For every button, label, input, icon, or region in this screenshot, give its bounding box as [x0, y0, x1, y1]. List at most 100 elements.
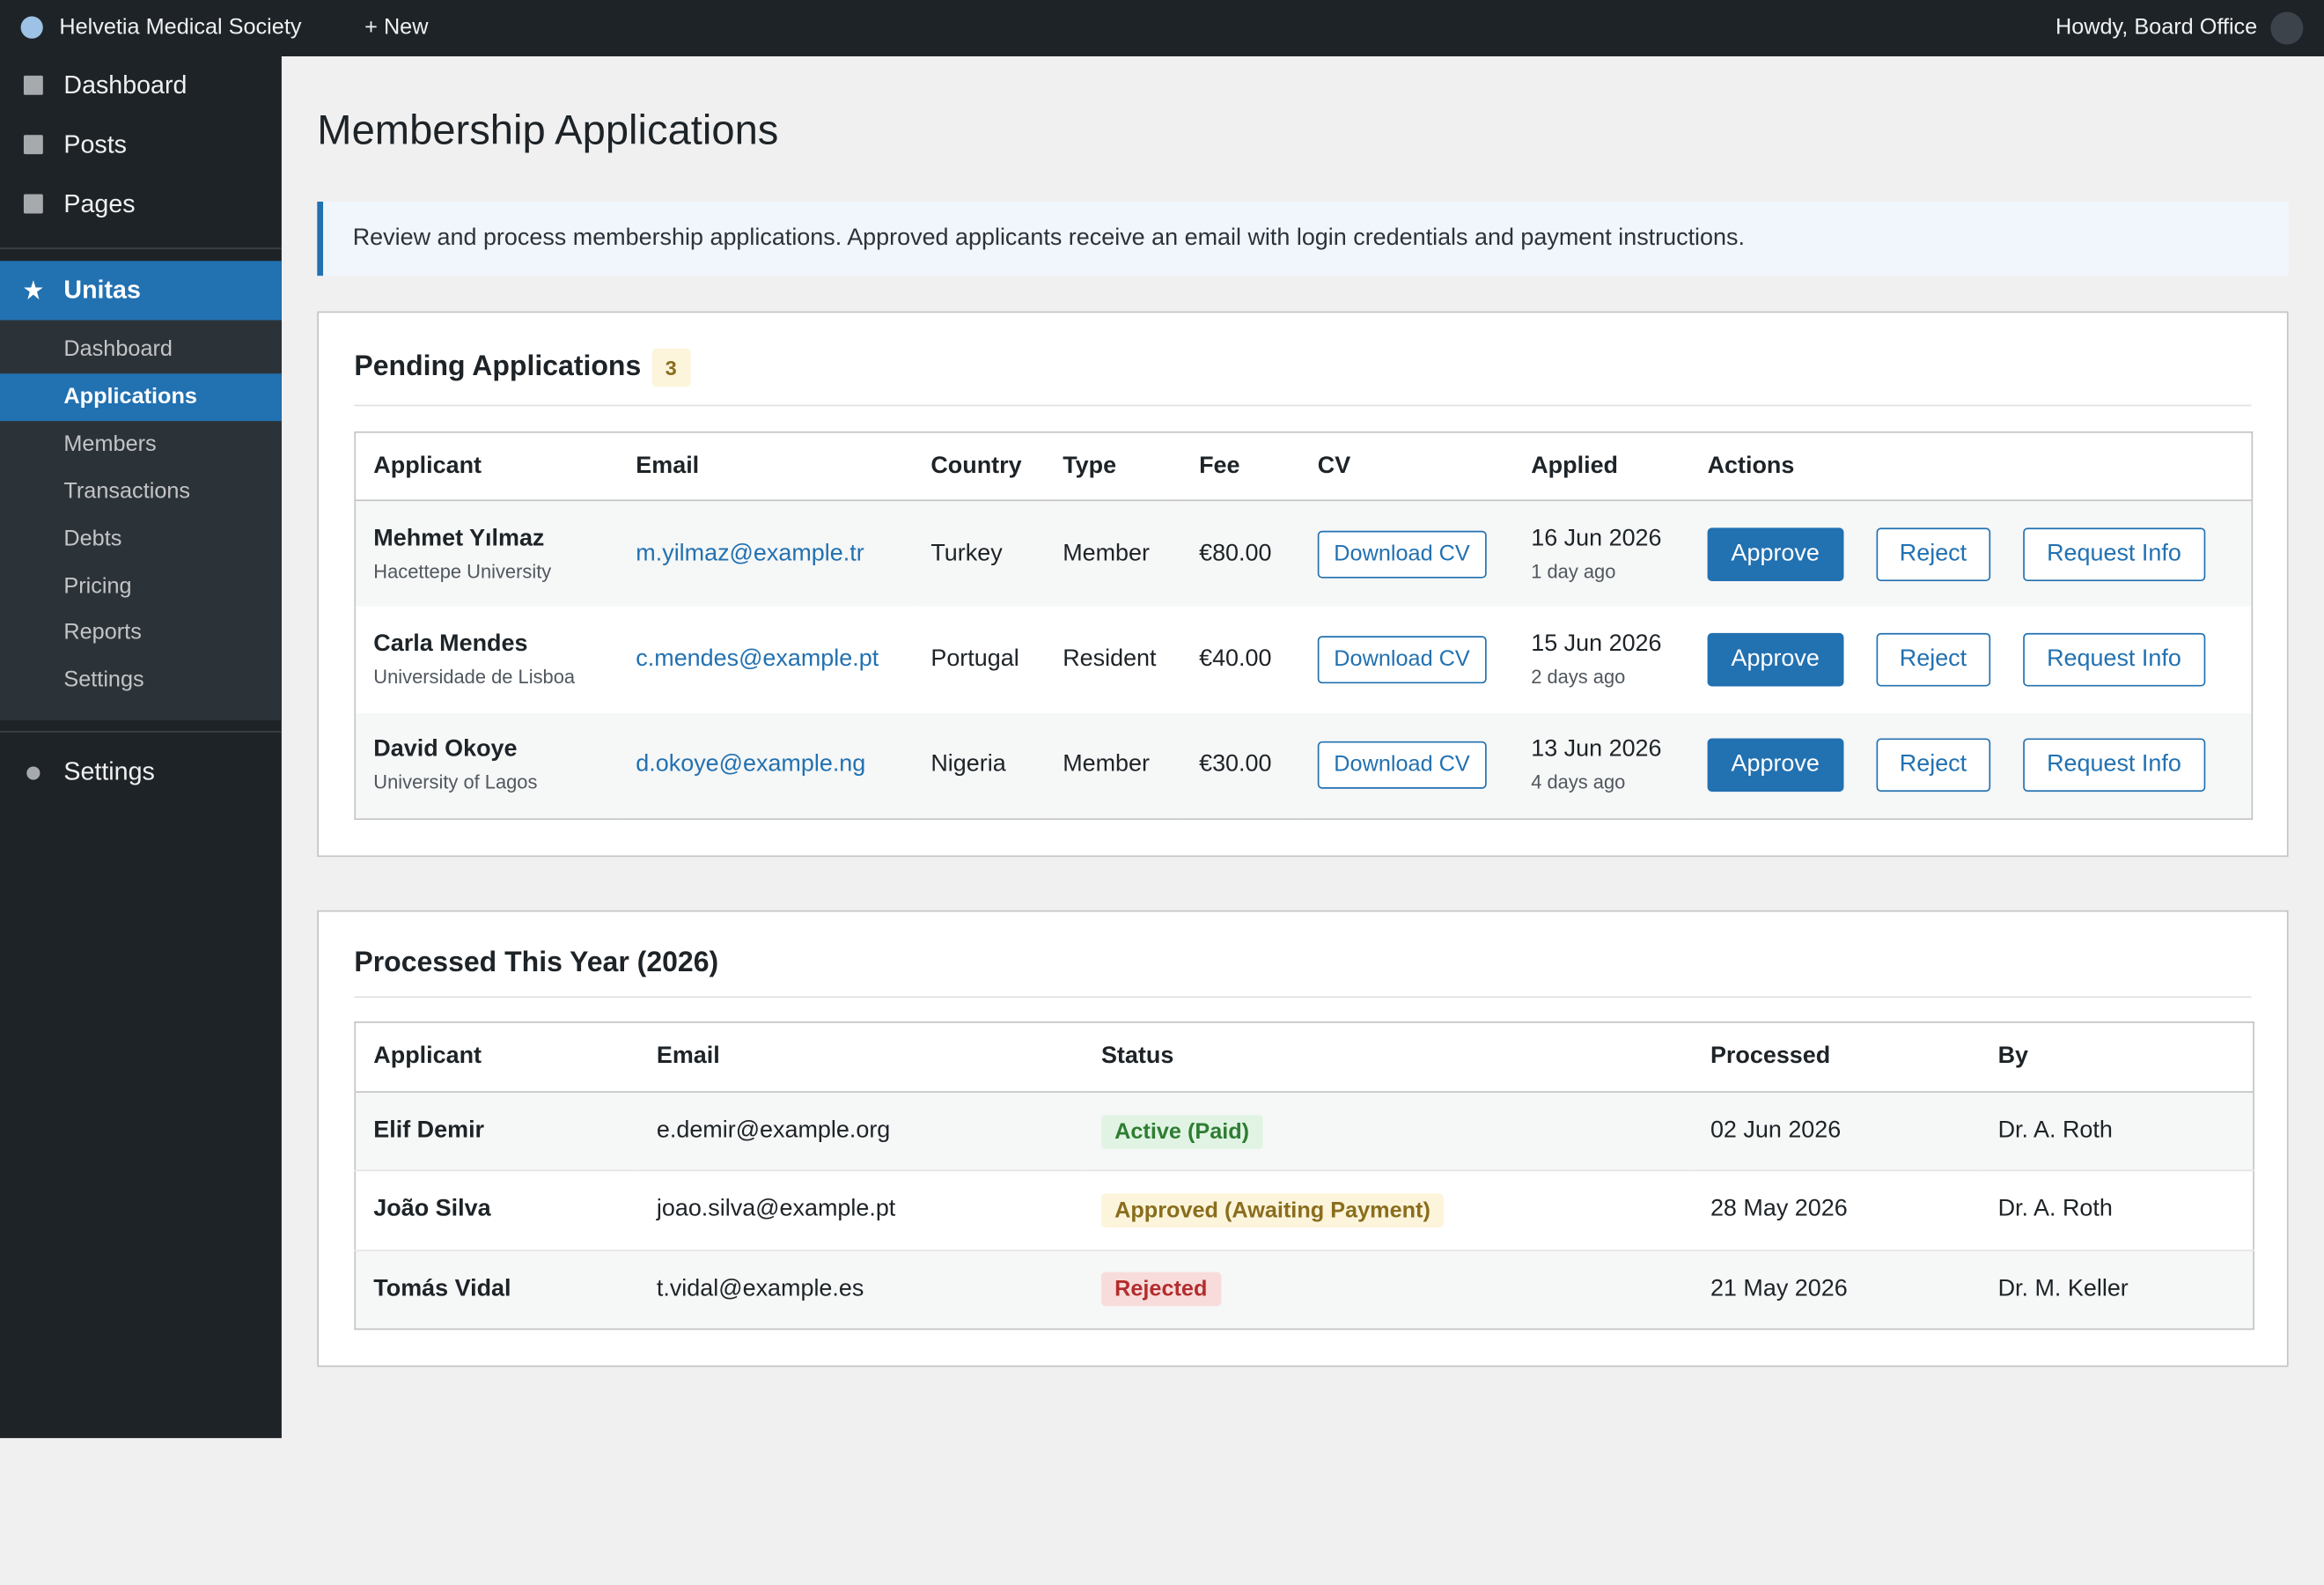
action-button[interactable]: Approve [1707, 527, 1843, 581]
email-cell: joao.silva@example.pt [656, 1197, 896, 1223]
email-link[interactable]: c.mendes@example.pt [636, 645, 879, 672]
submenu-item[interactable]: Transactions [0, 468, 282, 516]
column-header: Actions [1689, 431, 2252, 502]
submenu-label: Applications [63, 383, 197, 409]
pending-table: Applicant Email Country Type Fee CV Applied Act… [354, 431, 2253, 820]
column-header: Email [618, 431, 914, 502]
column-header: By [1980, 1021, 2254, 1093]
menu-item[interactable]: Settings [0, 743, 282, 802]
submenu-item[interactable]: Members [0, 421, 282, 468]
applied-cell: 13 Jun 2026 4 days ago [1513, 712, 1689, 818]
column-header: Status [1083, 1021, 1693, 1093]
processed-row: João Silva joao.silva@example.pt Approved … [355, 1170, 2254, 1250]
download-cv-button[interactable]: Download CV [1317, 635, 1487, 683]
email-link[interactable]: m.yilmaz@example.tr [636, 540, 864, 566]
processed-cell: 28 May 2026 [1710, 1197, 1848, 1223]
applicant-name: Carla Mendes [373, 630, 528, 657]
name-cell: João Silva [373, 1197, 491, 1223]
new-link[interactable]: + New [364, 14, 429, 41]
email-cell: m.yilmaz@example.tr [618, 500, 913, 606]
by-cell: Dr. M. Keller [1997, 1276, 2129, 1301]
country-cell: Nigeria [930, 751, 1006, 778]
menu-item-active[interactable]: Unitas [0, 261, 282, 321]
menu-item[interactable]: Dashboard [0, 56, 282, 115]
processed-row: Elif Demir e.demir@example.org Active (Pai… [355, 1092, 2254, 1171]
avatar [2270, 11, 2304, 45]
type-cell: Resident [1063, 645, 1157, 672]
submenu: Dashboard Applications Members Transactions… [0, 320, 282, 721]
status-cell: Rejected [1084, 1250, 1693, 1329]
applicant-affiliation: University of Lagos [373, 770, 538, 793]
applicant-row: Mehmet Yılmaz Hacettepe University m.yilma… [355, 500, 2252, 607]
actions-cell: Approve Reject Request Info [1689, 500, 2251, 606]
email-cell: t.vidal@example.es [656, 1276, 864, 1301]
applicant-row: David Okoye University of Lagos d.okoye@ex… [355, 712, 2252, 819]
submenu-item[interactable]: Debts [0, 515, 282, 563]
menu-item[interactable]: Pages [0, 175, 282, 234]
submenu-item[interactable]: Dashboard [0, 326, 282, 373]
greeting[interactable]: Howdy, Board Office [2055, 14, 2258, 41]
applied-cell: 15 Jun 2026 2 days ago [1513, 607, 1689, 712]
table-head: Applicant Email Status Processed By [355, 1021, 2254, 1093]
column-header: Processed [1692, 1021, 1981, 1093]
applied-ago: 4 days ago [1531, 770, 1626, 793]
column-header: Applicant [355, 1021, 639, 1093]
email-cell: c.mendes@example.pt [618, 607, 913, 712]
applied-cell: 16 Jun 2026 1 day ago [1513, 500, 1689, 606]
submenu-item[interactable]: Reports [0, 610, 282, 658]
applicant-name: Mehmet Yılmaz [373, 525, 545, 551]
status-cell: Active (Paid) [1084, 1092, 1693, 1171]
download-cv-button[interactable]: Download CV [1317, 529, 1487, 578]
submenu-label: Pricing [63, 572, 132, 599]
applicant-name: David Okoye [373, 736, 518, 763]
menu-label: Posts [63, 130, 128, 159]
column-header: Type [1044, 431, 1181, 502]
submenu-label: Settings [63, 667, 144, 693]
by-cell: Dr. A. Roth [1997, 1117, 2113, 1144]
column-header: Applied [1513, 431, 1690, 502]
submenu-label: Transactions [63, 478, 191, 504]
applicant-cell: David Okoye University of Lagos [355, 712, 618, 818]
status-badge: Active (Paid) [1100, 1114, 1263, 1149]
submenu-item[interactable]: Settings [0, 657, 282, 704]
by-cell: Dr. A. Roth [1997, 1197, 2113, 1223]
download-cv-button[interactable]: Download CV [1317, 741, 1487, 789]
menu-icon [26, 766, 40, 780]
action-button[interactable]: Reject [1875, 527, 1991, 581]
actions-cell: Approve Reject Request Info [1689, 607, 2251, 712]
status-cell: Approved (Awaiting Payment) [1084, 1171, 1693, 1250]
column-header: CV [1299, 431, 1514, 502]
action-button[interactable]: Reject [1875, 738, 1991, 792]
submenu-item[interactable]: Pricing [0, 563, 282, 610]
action-button[interactable]: Reject [1875, 632, 1991, 687]
notice-text: Review and process membership applicatio… [352, 225, 1745, 251]
action-button[interactable]: Request Info [2023, 738, 2205, 792]
type-cell: Member [1063, 540, 1151, 566]
header-row: Applicant Email Status Processed By [355, 1021, 2254, 1093]
separator [0, 731, 282, 733]
submenu-item[interactable]: Applications [0, 373, 282, 421]
menu-label: Settings [63, 757, 155, 786]
submenu-label: Debts [63, 526, 122, 551]
site-name[interactable]: Helvetia Medical Society [59, 14, 302, 41]
email-cell: d.okoye@example.ng [618, 712, 913, 818]
card-title-text: Pending Applications [354, 351, 642, 383]
action-button[interactable]: Request Info [2023, 632, 2205, 687]
menu-item[interactable]: Posts [0, 115, 282, 174]
applied-ago: 2 days ago [1531, 665, 1626, 688]
applicant-cell: Carla Mendes Universidade de Lisboa [355, 607, 618, 712]
card-title: Pending Applications 3 [354, 348, 690, 387]
card-title: Processed This Year (2026) [354, 947, 719, 979]
table-body: Mehmet Yılmaz Hacettepe University m.yilma… [355, 500, 2252, 819]
action-button[interactable]: Approve [1707, 632, 1843, 687]
email-link[interactable]: d.okoye@example.ng [636, 751, 866, 778]
submenu-label: Dashboard [63, 336, 173, 362]
notice: Review and process membership applicatio… [317, 201, 2289, 276]
action-button[interactable]: Approve [1707, 738, 1843, 792]
action-button[interactable]: Request Info [2023, 527, 2205, 581]
column-header: Applicant [355, 431, 619, 502]
column-header: Country [913, 431, 1045, 502]
column-header: Email [638, 1021, 1084, 1093]
applicant-row: Carla Mendes Universidade de Lisboa c.mend… [355, 607, 2251, 712]
